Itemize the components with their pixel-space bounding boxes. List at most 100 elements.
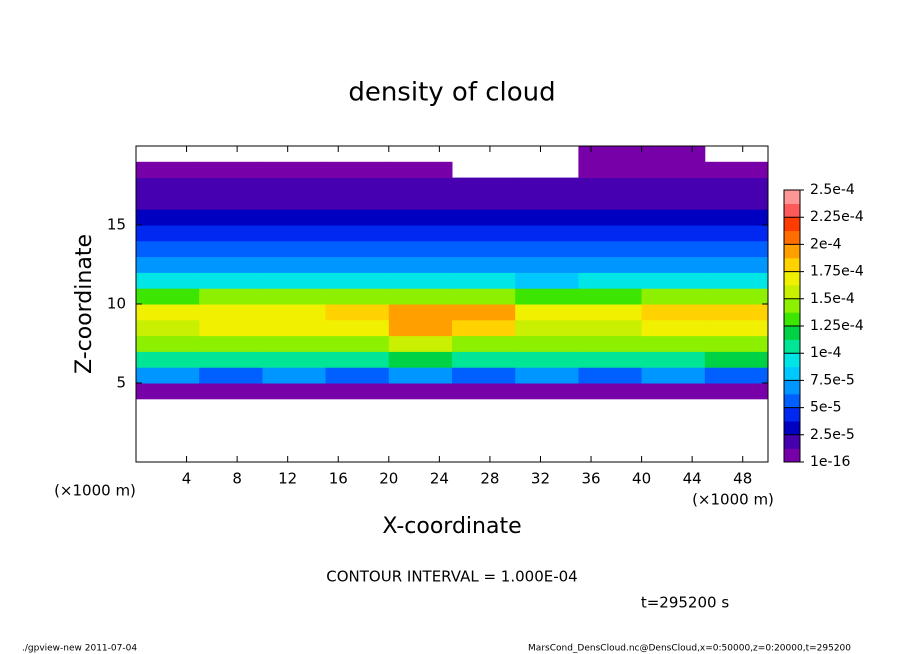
colorbar-swatch: [784, 339, 800, 354]
colorbar-tick-label: 5e-5: [810, 400, 841, 416]
heat-cell: [199, 383, 263, 400]
heat-cell: [136, 209, 200, 226]
heat-cell: [641, 335, 706, 352]
heat-cell: [136, 367, 200, 384]
y-tick-label: 5: [116, 374, 126, 392]
x-tick-label: 40: [632, 470, 651, 488]
colorbar-swatch: [784, 366, 800, 381]
heat-cell: [641, 177, 706, 194]
heat-cell: [136, 193, 200, 210]
heat-cell: [325, 272, 390, 289]
heat-cell: [704, 272, 769, 289]
heat-cell: [515, 256, 579, 273]
heat-cell: [388, 272, 453, 289]
heat-cell: [199, 256, 263, 273]
heat-cell: [325, 161, 390, 179]
heat-cell: [452, 177, 516, 194]
footer-left: ./gpview-new 2011-07-04: [22, 644, 137, 654]
footer-right: MarsCond_DensCloud.nc@DensCloud,x=0:5000…: [528, 644, 851, 654]
heat-cell: [325, 288, 390, 305]
x-tick-label: 28: [480, 470, 499, 488]
heat-cell: [515, 193, 579, 210]
heat-cell: [515, 225, 579, 242]
heat-cell: [704, 209, 769, 226]
colorbar-swatch: [784, 217, 800, 232]
heat-cell: [578, 335, 643, 352]
y-tick-label: 10: [107, 295, 126, 313]
colorbar-swatch: [784, 448, 800, 463]
heat-cell: [388, 225, 453, 242]
heat-cell: [325, 209, 390, 226]
heat-cell: [262, 193, 327, 210]
colorbar-tick-label: 1.5e-4: [810, 291, 855, 307]
heat-cell: [704, 304, 769, 321]
heat-cell: [578, 367, 643, 384]
heat-cell: [578, 288, 643, 305]
heat-cell: [704, 193, 769, 210]
heat-cell: [704, 351, 769, 368]
heat-cell: [641, 383, 706, 400]
heat-cell: [452, 367, 516, 384]
heat-cell: [388, 304, 453, 321]
heat-cell: [136, 240, 200, 258]
heat-cell: [325, 383, 390, 400]
heat-cell: [136, 351, 200, 368]
heat-cell: [578, 272, 643, 289]
heat-cell: [262, 335, 327, 352]
heat-cell: [515, 319, 579, 337]
heat-cell: [136, 304, 200, 321]
heat-cell: [199, 161, 263, 179]
heat-cell: [199, 240, 263, 258]
x-tick-label: 36: [581, 470, 600, 488]
heat-cell: [704, 161, 769, 179]
x-tick-label: 8: [232, 470, 242, 488]
colorbar-swatch: [784, 326, 800, 340]
heat-cell: [388, 319, 453, 337]
heat-cell: [199, 177, 263, 194]
chart-title: density of cloud: [348, 78, 555, 108]
heat-cell: [452, 272, 516, 289]
heat-cell: [325, 304, 390, 321]
heat-cell: [136, 225, 200, 242]
heat-cell: [515, 335, 579, 352]
heat-cell: [704, 177, 769, 194]
heat-cell: [578, 177, 643, 194]
x-tick-label: 44: [683, 470, 702, 488]
heat-cell: [262, 272, 327, 289]
heat-cell: [578, 256, 643, 273]
heat-cell: [704, 225, 769, 242]
heat-cell: [388, 240, 453, 258]
heat-cell: [262, 304, 327, 321]
heat-cell: [388, 177, 453, 194]
colorbar-swatch: [784, 258, 800, 272]
x-unit: (×1000 m): [692, 491, 774, 509]
heat-cell: [578, 225, 643, 242]
heat-cell: [325, 177, 390, 194]
heat-cell: [578, 383, 643, 400]
heat-cell: [388, 367, 453, 384]
colorbar-swatch: [784, 407, 800, 422]
colorbar-swatch: [784, 244, 800, 259]
heat-cell: [199, 304, 263, 321]
heat-cell: [262, 319, 327, 337]
heat-cell: [136, 383, 200, 400]
heat-cell: [452, 225, 516, 242]
heat-cell: [199, 288, 263, 305]
heat-cell: [578, 161, 643, 179]
heat-cell: [515, 351, 579, 368]
x-axis-label: X-coordinate: [382, 514, 521, 539]
heat-cell: [388, 256, 453, 273]
heat-cell: [262, 256, 327, 273]
heat-cell: [641, 209, 706, 226]
heat-cell: [388, 161, 453, 179]
heat-cell: [388, 193, 453, 210]
heat-cell: [136, 256, 200, 273]
colorbar-swatch: [784, 312, 800, 327]
heat-cell: [578, 193, 643, 210]
heat-cell: [136, 335, 200, 352]
heat-cell: [325, 225, 390, 242]
heat-cell: [136, 319, 200, 337]
x-tick-label: 48: [733, 470, 752, 488]
heat-cell: [325, 193, 390, 210]
